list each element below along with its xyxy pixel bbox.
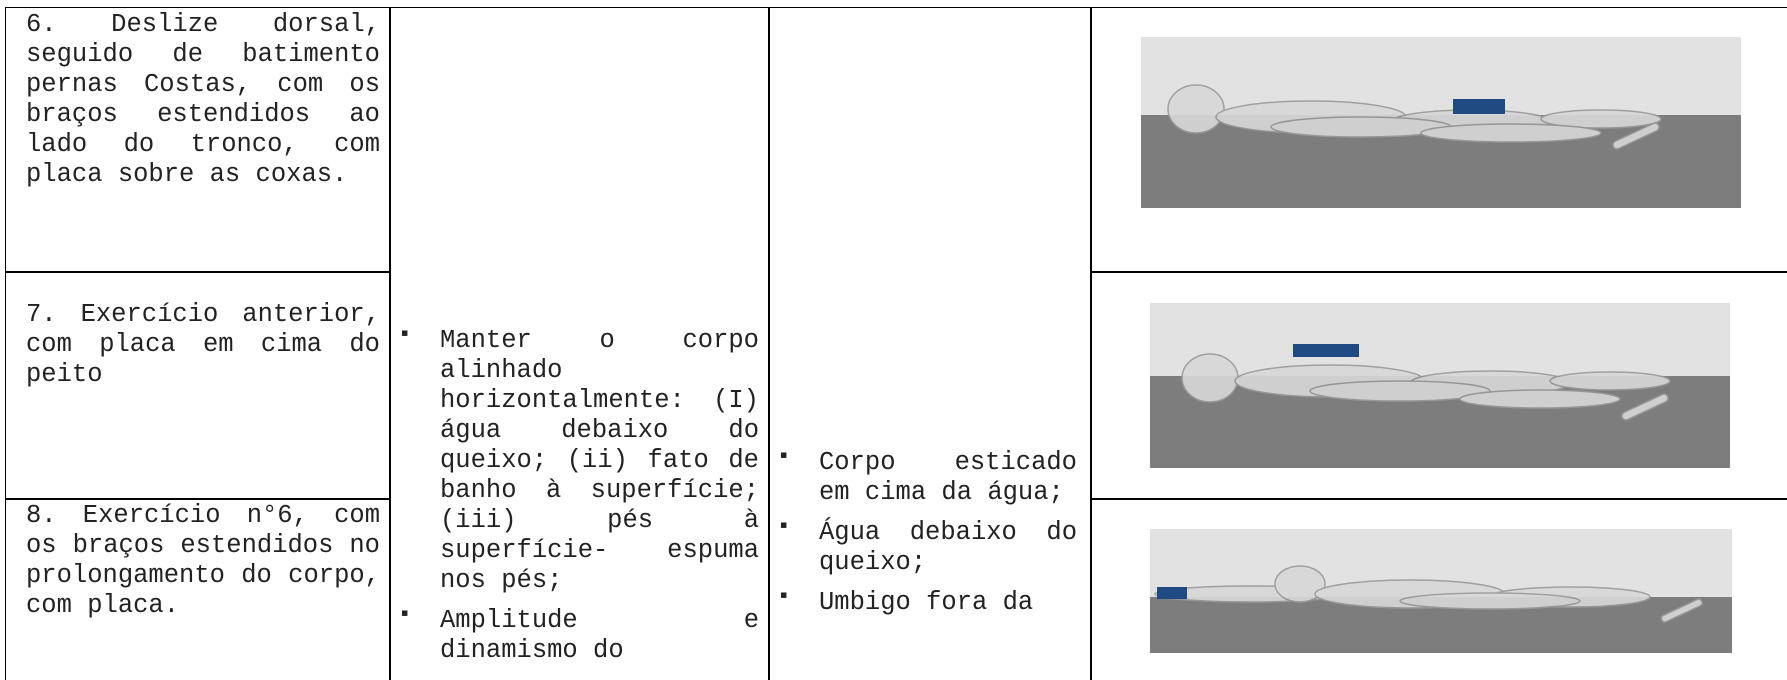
bullet-text: Água debaixo do queixo;	[773, 512, 1077, 578]
illustration	[1150, 303, 1730, 468]
exercise-text: 8. Exercício n°6, com os braços estendid…	[26, 501, 380, 620]
board	[1293, 344, 1359, 357]
cell: Manter o corpo alinhado horizontalmente:…	[389, 7, 770, 680]
bullet-text: Umbigo fora da	[773, 582, 1077, 618]
cell: 6. Deslize dorsal, seguido de batimento …	[5, 7, 391, 273]
bullet-text: Amplitude e dinamismo do	[394, 600, 759, 666]
illustration	[1150, 529, 1732, 653]
bullet-text: Manter o corpo alinhado horizontalmente:…	[394, 320, 759, 596]
image-cell	[1090, 7, 1787, 273]
cell: 8. Exercício n°6, com os braços estendid…	[5, 498, 391, 680]
exercise-text: 6. Deslize dorsal, seguido de batimento …	[26, 10, 380, 189]
illustration	[1141, 37, 1741, 208]
exercise-text: 7. Exercício anterior, com placa em cima…	[26, 300, 380, 389]
image-cell	[1090, 498, 1787, 680]
bullet-text: Corpo esticado em cima da água;	[773, 442, 1077, 508]
board	[1157, 587, 1187, 599]
board	[1453, 99, 1505, 114]
cell: 7. Exercício anterior, com placa em cima…	[5, 271, 391, 500]
figure	[1181, 344, 1671, 421]
figure	[1154, 565, 1703, 623]
figure	[1167, 84, 1662, 150]
image-cell	[1090, 271, 1787, 500]
cell: Corpo esticado em cima da água; Água deb…	[768, 7, 1092, 680]
